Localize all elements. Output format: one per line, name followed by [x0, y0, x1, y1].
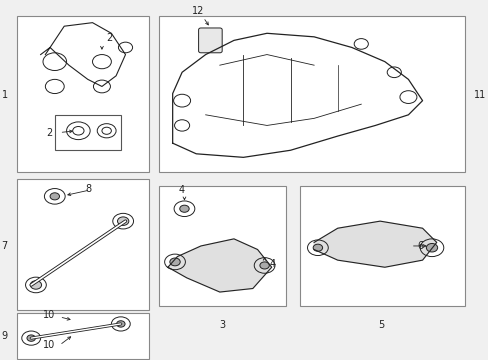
Text: 4: 4 — [179, 185, 185, 194]
Circle shape — [30, 281, 41, 289]
Text: 7: 7 — [1, 241, 8, 251]
Polygon shape — [313, 221, 436, 267]
Circle shape — [180, 205, 189, 212]
Circle shape — [27, 335, 36, 341]
FancyBboxPatch shape — [55, 115, 121, 150]
Circle shape — [117, 217, 128, 225]
Polygon shape — [167, 239, 271, 292]
FancyBboxPatch shape — [158, 186, 285, 306]
Text: 6: 6 — [417, 241, 423, 251]
Text: 2: 2 — [46, 127, 52, 138]
Text: 1: 1 — [1, 90, 8, 100]
FancyBboxPatch shape — [17, 313, 149, 359]
Text: 10: 10 — [42, 310, 55, 320]
FancyBboxPatch shape — [198, 28, 222, 53]
Circle shape — [116, 321, 125, 327]
Text: 10: 10 — [42, 340, 55, 350]
Text: 9: 9 — [1, 331, 8, 341]
Circle shape — [312, 244, 322, 251]
FancyBboxPatch shape — [17, 179, 149, 310]
Circle shape — [259, 262, 269, 269]
FancyBboxPatch shape — [299, 186, 464, 306]
Text: 11: 11 — [473, 90, 486, 100]
Circle shape — [426, 243, 437, 252]
Text: 12: 12 — [192, 5, 204, 15]
Text: 5: 5 — [378, 320, 384, 330]
Text: 2: 2 — [106, 33, 112, 43]
Circle shape — [169, 258, 180, 266]
FancyBboxPatch shape — [17, 15, 149, 171]
FancyBboxPatch shape — [158, 15, 464, 171]
Circle shape — [50, 193, 60, 200]
Text: 4: 4 — [269, 259, 275, 269]
Text: 8: 8 — [85, 184, 91, 194]
Text: 3: 3 — [219, 320, 225, 330]
